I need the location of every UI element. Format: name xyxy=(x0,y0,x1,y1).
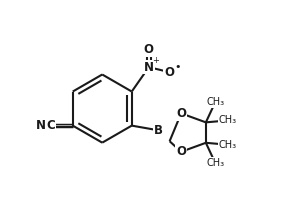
Text: N: N xyxy=(36,119,46,132)
Text: O: O xyxy=(164,66,174,79)
Text: CH₃: CH₃ xyxy=(219,116,237,125)
Text: N: N xyxy=(144,61,154,74)
Text: C: C xyxy=(47,119,55,132)
Text: B: B xyxy=(154,124,163,137)
Text: O: O xyxy=(176,107,186,120)
Text: •: • xyxy=(174,62,181,72)
Text: O: O xyxy=(176,145,186,158)
Text: CH₃: CH₃ xyxy=(219,140,237,150)
Text: O: O xyxy=(144,43,154,56)
Text: +: + xyxy=(152,56,158,65)
Text: CH₃: CH₃ xyxy=(206,97,224,107)
Text: CH₃: CH₃ xyxy=(206,158,224,168)
